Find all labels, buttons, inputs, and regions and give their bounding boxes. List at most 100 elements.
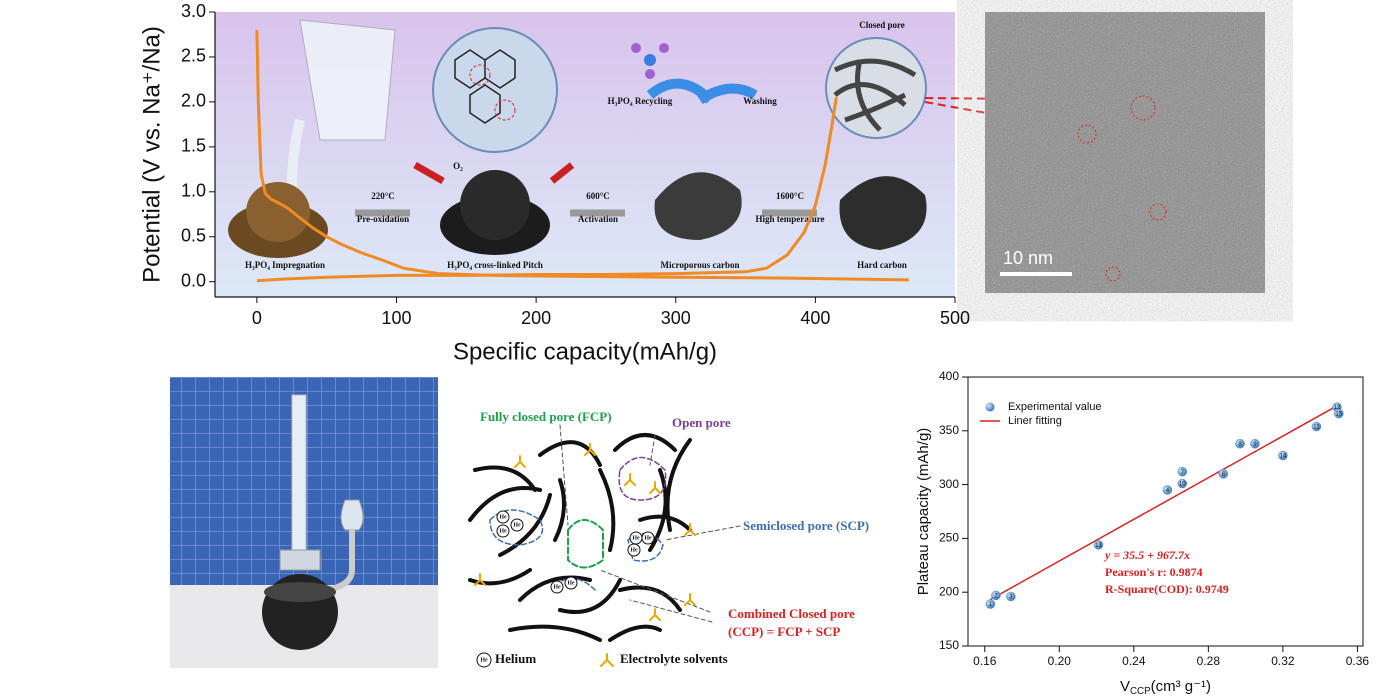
y-tick-label: 2.0 [181,91,206,111]
y-tick-label: 0.5 [181,226,206,246]
legend-label: Experimental value [1008,401,1102,413]
point [1006,591,1016,602]
he: He [480,657,488,663]
he: He [630,547,638,553]
fit-line [990,404,1340,601]
point-label: 4 [1166,488,1170,494]
x-axis-title: Specific capacity(mAh/g) [453,338,717,365]
point-label: 12 [1334,405,1341,411]
x-tick-label: 0 [252,308,262,328]
ccp-label: (CCP) = FCP + SCP [728,624,840,639]
photo-flask [170,377,438,668]
material: H₃PO₄ cross-linked Pitch [447,260,543,270]
y-tick-label: 1.0 [181,181,206,201]
pore-labels: Fully closed pore (FCP) Open pore Semicl… [480,409,869,666]
solvent-legend: Electrolyte solvents [620,651,728,666]
point-label: 13 [1095,543,1102,549]
point [1278,450,1288,461]
y-tick-label: 3.0 [181,1,206,21]
y-tick-label: 0.0 [181,270,206,290]
oxygen-label: O₂ [453,161,463,171]
point [1250,438,1260,449]
point [1334,408,1344,419]
step-temp: 600°C [586,191,610,201]
y-tick-label: 400 [939,369,959,383]
y-axis-title: Plateau capacity (mAh/g) [915,428,932,596]
x-tick-label: 0.32 [1271,654,1295,668]
x-axis-title-main: V [1120,678,1130,695]
x-axis-title: VCCP(cm³ g⁻¹) [1120,678,1211,697]
material: Microporous carbon [661,260,740,270]
point [1162,485,1173,495]
x-tick-label: 100 [381,308,411,328]
x-tick-label: 0.36 [1346,654,1370,668]
point-label: 7 [1181,470,1185,476]
legend-marker [985,402,995,412]
plot-frame [967,376,1364,647]
point-label: 8 [1238,442,1242,448]
helium-symbols: He He He He He He He He He [480,514,652,663]
scale-bar-label: 10 nm [1003,248,1053,268]
step-process: Activation [578,214,618,224]
x-tick-label: 0.16 [973,654,997,668]
scheme-labels: 220°C Pre-oxidation 600°C Activation 160… [245,20,907,270]
fcp-label: Fully closed pore (FCP) [480,409,612,424]
point [1235,438,1245,449]
x-tick-label: 300 [661,308,691,328]
point [1218,469,1229,479]
y-axis-title: Potential (V vs. Na⁺/Na) [138,26,165,283]
scp-label: Semiclosed pore (SCP) [743,518,869,533]
he: He [632,535,640,541]
y-tick-label: 350 [939,423,959,437]
recycling-label: H₃PO₄ Recycling [608,96,673,106]
x-tick-label: 200 [521,308,551,328]
x-tick-label: 0.28 [1197,654,1221,668]
material: Hard carbon [857,260,907,270]
point [1177,478,1188,489]
scheme-illustration [228,19,927,258]
point-label: 3 [1009,595,1013,601]
annotation: R-Square(COD): 0.9749 [1105,582,1229,596]
ccp-label: Combined Closed pore [728,606,855,621]
point-label: 6 [1222,472,1226,478]
annotation: y = 35.5 + 967.7x [1103,548,1190,562]
point-label: 2 [994,594,998,600]
x-axis-title-sub: CCP [1130,686,1151,697]
closed-pore-label: Closed pore [859,20,905,30]
he: He [553,584,561,590]
point-label: 15 [1335,412,1342,418]
point [985,599,996,609]
he: He [567,580,575,586]
open-pore-label: Open pore [672,415,731,430]
legend-label: Liner fitting [1008,415,1062,427]
x-axis-title-unit: (cm³ g⁻¹) [1151,678,1211,695]
washing-label: Washing [743,96,777,106]
y-tick-label: 1.5 [181,136,206,156]
x-tick-label: 0.24 [1122,654,1146,668]
x-tick-label: 400 [800,308,830,328]
point-label: 1 [989,602,993,608]
he: He [499,528,507,534]
y-tick-label: 150 [939,638,959,652]
he: He [499,514,507,520]
point-label: 11 [1313,425,1320,431]
y-tick-label: 300 [939,477,959,491]
y-tick-label: 250 [939,531,959,545]
point-label: 10 [1179,482,1186,488]
he: He [644,535,652,541]
x-tick-label: 500 [940,308,970,328]
curve [255,29,909,282]
step-process: High temperature [755,214,824,224]
x-tick-label: 0.20 [1048,654,1072,668]
step-temp: 1600°C [776,191,804,201]
point [991,590,1001,601]
point [1177,466,1188,477]
point [1093,540,1104,550]
y-tick-label: 2.5 [181,46,206,66]
annotation: Pearson's r: 0.9874 [1105,565,1203,579]
point [1311,421,1322,432]
helium-legend: Helium [495,651,536,666]
curve [256,97,838,283]
